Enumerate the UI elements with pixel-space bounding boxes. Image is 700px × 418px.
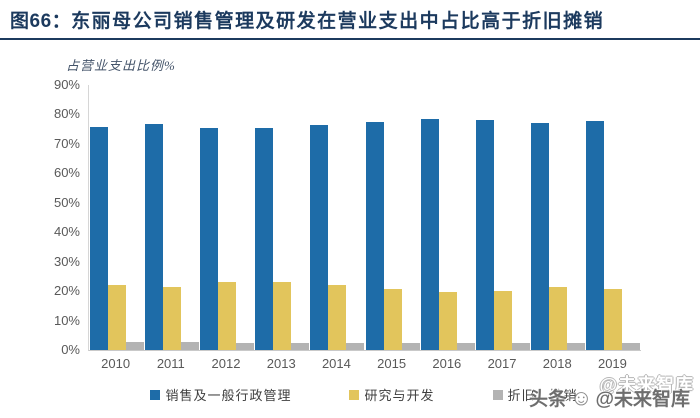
x-tick-label: 2015 (377, 356, 407, 371)
y-tick-label: 60% (53, 165, 80, 181)
bar-group-2018 (531, 85, 586, 350)
y-tick-label: 0% (61, 342, 80, 357)
y-tick-label: 10% (53, 312, 80, 328)
bar (604, 289, 623, 350)
bar (512, 342, 531, 350)
y-tick-label: 20% (53, 283, 80, 299)
bar (328, 285, 347, 350)
bar (476, 120, 495, 350)
bar (622, 343, 641, 350)
bar-chart-plot-area (88, 85, 641, 351)
x-tick-label: 2013 (266, 356, 296, 371)
bar-group-2012 (199, 85, 254, 350)
legend-swatch-icon (150, 389, 161, 400)
x-tick-label: 2018 (542, 356, 572, 371)
bar (89, 126, 108, 350)
y-tick-label: 30% (53, 253, 80, 269)
x-axis-labels: 2010 2011 2012 2013 2014 2015 2016 2017 2018 2019 (88, 356, 640, 371)
legend-label: 销售及一般行政管理 (165, 388, 292, 403)
bar (200, 127, 218, 350)
bar (420, 118, 439, 350)
legend-swatch-icon (349, 389, 360, 400)
x-tick-label: 2014 (321, 356, 351, 371)
figure-number-label: 图66： (10, 10, 72, 32)
x-tick-label: 2017 (487, 356, 517, 371)
bar (162, 286, 181, 350)
legend-label: 折旧、摊销 (507, 388, 578, 403)
y-tick-label: 90% (53, 77, 80, 92)
bar (291, 342, 310, 350)
bar (567, 343, 586, 350)
legend-swatch-icon (492, 389, 503, 400)
bar (401, 343, 420, 350)
bar-group-2011 (144, 85, 199, 350)
bar-group-2010 (89, 85, 144, 350)
bar-group-2014 (310, 85, 365, 350)
bar (456, 342, 475, 350)
legend-label: 研究与开发 (364, 388, 435, 403)
bar (125, 341, 144, 350)
y-tick-label: 50% (53, 194, 80, 210)
bar (494, 290, 513, 350)
chart-legend: 销售及一般行政管理 研究与开发 折旧、摊销 (88, 385, 640, 404)
bar-group-2019 (586, 85, 641, 350)
legend-item: 研究与开发 (349, 385, 434, 404)
bar (346, 342, 365, 350)
bar (586, 121, 605, 350)
bar (144, 123, 163, 350)
legend-item: 折旧、摊销 (492, 385, 578, 404)
bar (365, 121, 384, 350)
bar (549, 287, 568, 350)
y-tick-label: 80% (53, 106, 80, 122)
bar (107, 284, 126, 350)
figure-title: 东丽母公司销售管理及研发在营业支出中占比高于折旧摊销 (71, 10, 605, 32)
x-tick-label: 2016 (432, 356, 462, 371)
bar-group-2013 (255, 85, 310, 350)
bar (218, 282, 236, 350)
figure-title-bar: 图66： 东丽母公司销售管理及研发在营业支出中占比高于折旧摊销 (0, 0, 700, 40)
bar (383, 288, 402, 350)
bar-group-2015 (365, 85, 420, 350)
y-axis-title: 占营业支出比例% (66, 58, 176, 73)
bar (236, 342, 254, 350)
bar (310, 125, 329, 350)
y-tick-label: 40% (53, 224, 80, 240)
x-tick-label: 2019 (597, 356, 627, 371)
legend-item: 销售及一般行政管理 (150, 385, 291, 404)
y-tick-label: 70% (53, 135, 80, 151)
x-tick-label: 2011 (156, 356, 185, 371)
bar-group-2017 (475, 85, 531, 350)
bar (255, 127, 274, 350)
bar (531, 123, 550, 350)
bar (438, 292, 457, 350)
x-tick-label: 2010 (101, 356, 131, 371)
x-tick-label: 2012 (211, 356, 241, 371)
bar (180, 342, 199, 350)
bar-group-2016 (420, 85, 475, 350)
bar (273, 282, 292, 350)
